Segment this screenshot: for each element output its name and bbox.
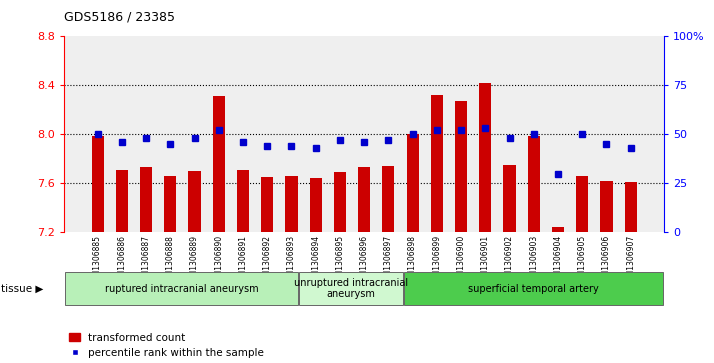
- Bar: [625, 182, 637, 232]
- Bar: [310, 179, 322, 232]
- Bar: [528, 135, 540, 232]
- Bar: [299, 272, 403, 305]
- Bar: [576, 176, 588, 232]
- Bar: [237, 170, 249, 232]
- Bar: [382, 166, 394, 232]
- Bar: [479, 83, 491, 232]
- Bar: [261, 177, 273, 232]
- Bar: [431, 95, 443, 232]
- Bar: [116, 170, 128, 232]
- Text: superficial temporal artery: superficial temporal artery: [468, 284, 599, 294]
- Text: tissue ▶: tissue ▶: [1, 284, 44, 294]
- Bar: [188, 171, 201, 232]
- Bar: [600, 181, 613, 232]
- Bar: [91, 135, 104, 232]
- Bar: [503, 165, 516, 232]
- Bar: [358, 167, 370, 232]
- Bar: [140, 167, 152, 232]
- Bar: [286, 176, 298, 232]
- Bar: [334, 172, 346, 232]
- Bar: [404, 272, 663, 305]
- Bar: [164, 176, 176, 232]
- Bar: [406, 134, 418, 232]
- Legend: transformed count, percentile rank within the sample: transformed count, percentile rank withi…: [69, 333, 264, 358]
- Bar: [455, 101, 467, 232]
- Text: GDS5186 / 23385: GDS5186 / 23385: [64, 11, 175, 24]
- Bar: [213, 96, 225, 232]
- Text: ruptured intracranial aneurysm: ruptured intracranial aneurysm: [105, 284, 258, 294]
- Text: unruptured intracranial
aneurysm: unruptured intracranial aneurysm: [294, 278, 408, 299]
- Bar: [552, 228, 564, 232]
- Bar: [65, 272, 298, 305]
